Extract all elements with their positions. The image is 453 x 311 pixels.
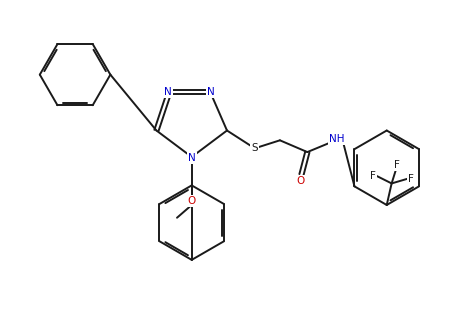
- Text: F: F: [408, 174, 414, 183]
- Text: N: N: [164, 87, 172, 97]
- Text: NH: NH: [329, 134, 344, 144]
- Text: F: F: [370, 171, 376, 181]
- Text: S: S: [251, 143, 258, 153]
- Text: N: N: [188, 153, 196, 163]
- Text: F: F: [394, 160, 400, 170]
- Text: N: N: [207, 87, 215, 97]
- Text: O: O: [188, 196, 196, 206]
- Text: O: O: [296, 176, 304, 187]
